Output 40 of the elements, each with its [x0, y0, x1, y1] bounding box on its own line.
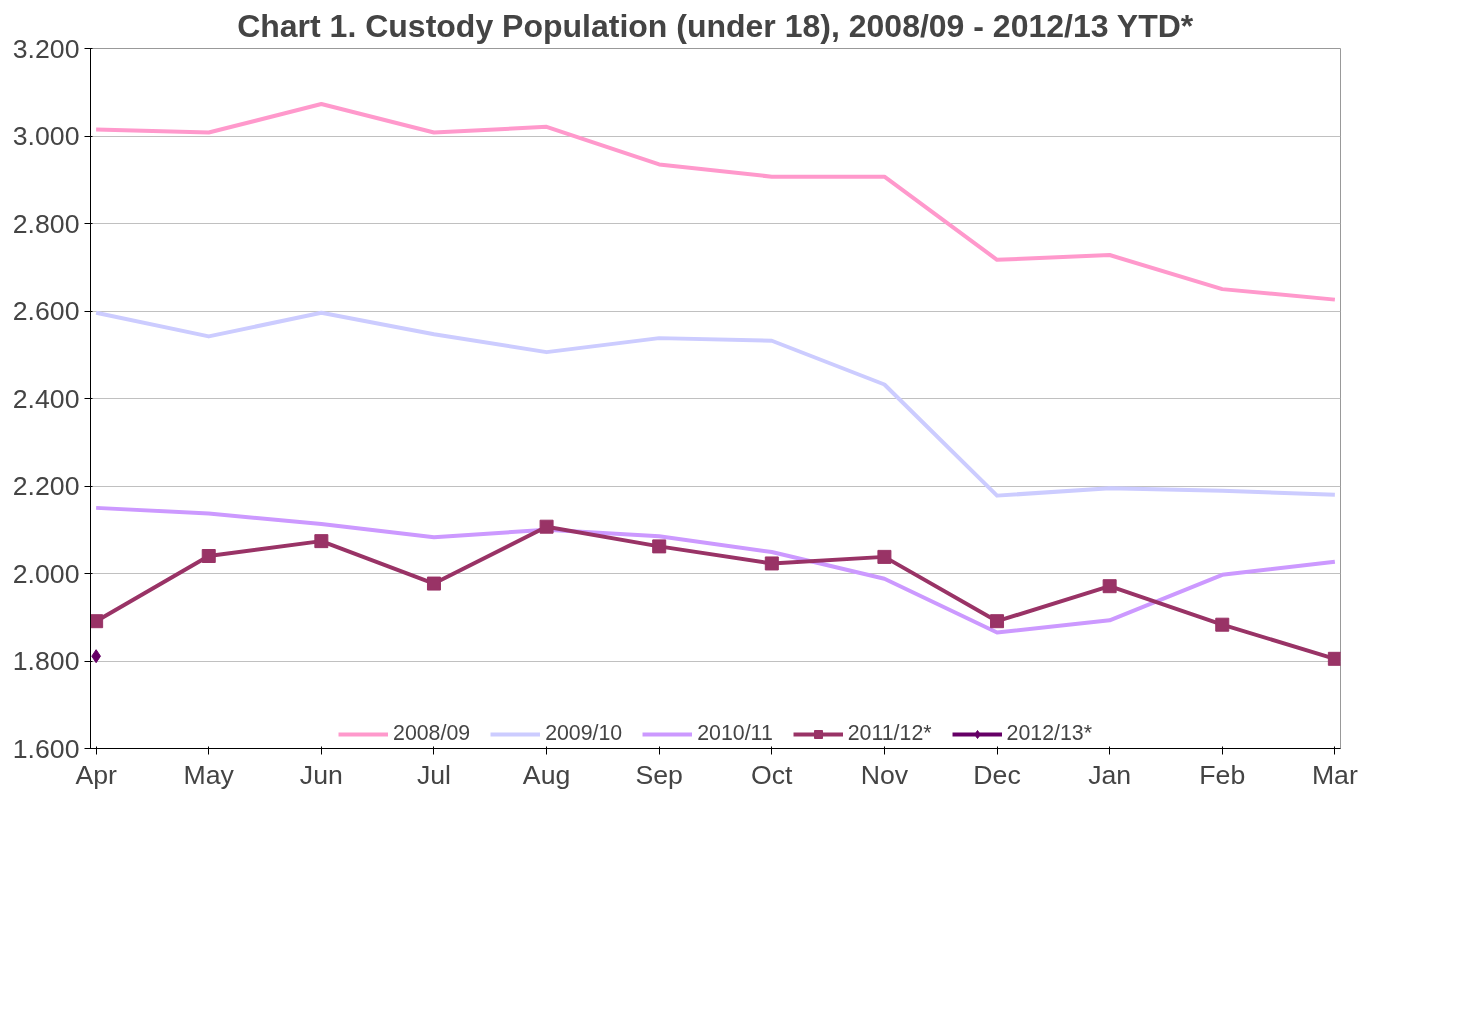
x-tick-label: Jun	[299, 759, 343, 790]
point	[90, 614, 104, 629]
legend-label: 2011/12*	[847, 721, 932, 746]
line-series	[94, 102, 1337, 302]
point	[1102, 579, 1117, 594]
legend-label: 2012/13*	[1006, 721, 1092, 746]
y-tick-label: 2.000	[12, 558, 80, 589]
line-series	[94, 310, 1337, 498]
x-tick-label: Jul	[416, 759, 452, 790]
y-tick-label: 1.800	[12, 646, 80, 676]
point	[539, 519, 554, 534]
point	[877, 549, 892, 564]
point	[1327, 651, 1341, 666]
x-tick-label: Sep	[635, 759, 683, 790]
point	[201, 549, 216, 563]
point	[314, 534, 329, 549]
point	[990, 614, 1005, 629]
x-tick-label: Dec	[973, 759, 1021, 790]
legend-label: 2010/11	[697, 721, 773, 746]
x-tick-label: Mar	[1311, 759, 1358, 790]
y-tick-label: 3.000	[12, 121, 80, 151]
point	[764, 556, 779, 571]
x-tick-label: May	[183, 759, 235, 790]
legend-label: 2009/10	[545, 721, 623, 746]
point	[426, 576, 441, 591]
point	[1215, 617, 1230, 632]
point	[652, 539, 667, 554]
x-tick-label: Aug	[522, 759, 571, 790]
y-tick-label: 2.400	[12, 383, 80, 414]
x-tick-label: Jan	[1088, 759, 1132, 790]
chart-title: Chart 1. Custody Population (under 18), 2008/09 - 2012/13 YTD*	[237, 7, 1194, 44]
legend-label: 2008/09	[393, 721, 471, 746]
y-tick-label: 2.200	[12, 471, 80, 501]
x-tick-label: Nov	[860, 759, 909, 790]
y-tick-label: 2.800	[12, 208, 80, 239]
x-tick-label: Feb	[1199, 759, 1246, 790]
y-tick-label: 3.200	[12, 33, 80, 64]
x-tick-label: Oct	[751, 759, 794, 790]
line-series	[94, 505, 1337, 635]
y-tick-label: 2.600	[12, 296, 80, 326]
